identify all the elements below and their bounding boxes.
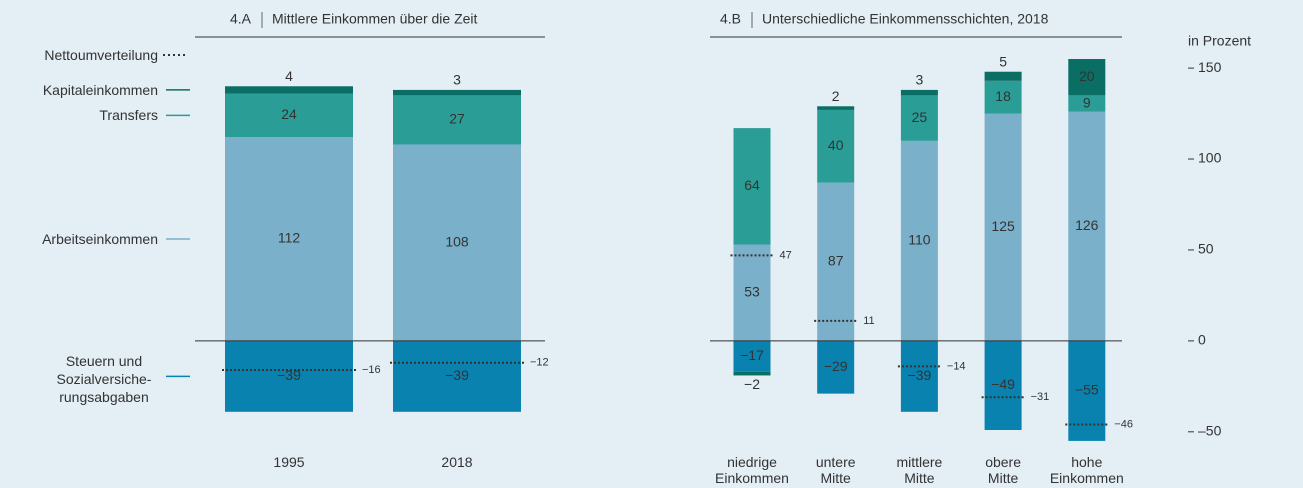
value-label: 112 [278, 230, 301, 246]
value-label: 110 [908, 232, 931, 248]
bar-segment [1068, 59, 1106, 96]
bar-segment [733, 128, 771, 245]
x-tick-label: untere Mitte [815, 454, 856, 486]
bar-segment [900, 340, 938, 412]
bar-segment [225, 93, 353, 138]
bar-segment [900, 95, 938, 141]
net-label: −14 [947, 360, 966, 372]
bar-segment [984, 340, 1022, 430]
bar-segment [817, 182, 855, 341]
value-label: 2 [832, 88, 840, 104]
net-label: 11 [863, 315, 874, 327]
bar-segment [817, 340, 855, 394]
value-label: −29 [824, 358, 848, 374]
net-label: −46 [1114, 418, 1133, 430]
legend-label: Transfers [99, 107, 158, 124]
panel-title: Mittlere Einkommen über die Zeit [272, 11, 478, 27]
value-label: −49 [991, 376, 1015, 392]
bar-segment [393, 144, 521, 341]
value-label: −39 [277, 367, 301, 383]
value-label: 40 [828, 137, 844, 153]
value-label: 27 [449, 111, 465, 127]
value-label: 87 [828, 252, 844, 268]
legend-label: Arbeitseinkommen [42, 231, 158, 248]
y-tick-label: 150 [1198, 59, 1222, 75]
value-label: 3 [453, 72, 461, 88]
bar-segment [817, 106, 855, 110]
value-label: −17 [740, 347, 764, 363]
value-label: 25 [912, 109, 928, 125]
bar-segment [984, 71, 1022, 81]
x-tick-label: hohe Einkommen [1049, 454, 1124, 486]
bar-segment [900, 89, 938, 96]
bar-segment [1068, 95, 1106, 112]
net-label: 47 [780, 249, 792, 261]
value-label: 3 [916, 72, 924, 88]
value-label: 126 [1075, 217, 1099, 233]
y-tick-label: 0 [1198, 332, 1206, 348]
panel-title: Unterschiedliche Einkommensschichten, 20… [762, 11, 1049, 27]
y-axis-label: in Prozent [1188, 33, 1251, 49]
bar-segment [984, 113, 1022, 341]
value-label: 24 [281, 106, 297, 122]
value-label: 9 [1083, 94, 1091, 110]
x-tick-label: 2018 [441, 454, 473, 470]
legend-label: Nettoumverteilung [44, 47, 158, 63]
y-tick-label: 50 [1198, 241, 1214, 257]
bar-segment [393, 89, 521, 96]
bar-segment [733, 244, 771, 341]
net-label: −31 [1031, 391, 1050, 403]
value-label: 20 [1079, 68, 1095, 84]
value-label: 125 [991, 218, 1015, 234]
value-label: 4 [285, 68, 293, 84]
panel-number: 4.A [230, 11, 252, 27]
x-tick-label: niedrige Einkommen [715, 454, 789, 486]
x-tick-label: obere Mitte [985, 454, 1021, 486]
bar-segment [984, 80, 1022, 114]
value-label: −2 [744, 376, 760, 392]
y-tick-label: 100 [1198, 150, 1222, 166]
x-tick-label: 1995 [273, 454, 305, 470]
value-label: 64 [744, 177, 760, 193]
value-label: −39 [908, 367, 932, 383]
value-label: 108 [445, 233, 469, 249]
legend-label: Steuern und Sozialversiche-rungsabgaben [56, 353, 152, 406]
y-tick-label: –50 [1198, 423, 1222, 439]
value-label: 5 [999, 53, 1007, 69]
legend-label: Kapitaleinkommen [42, 81, 158, 98]
value-label: −39 [445, 367, 469, 383]
bar-segment [733, 340, 771, 372]
value-label: −55 [1075, 382, 1099, 398]
bar-segment [817, 109, 855, 183]
net-label: −16 [362, 364, 381, 376]
value-label: 53 [744, 283, 760, 299]
bar-segment [225, 86, 353, 94]
panel-number: 4.B [720, 11, 741, 27]
bar-segment [900, 140, 938, 341]
x-tick-label: mittlere Mitte [896, 454, 943, 486]
value-label: 18 [995, 88, 1011, 104]
net-label: −12 [530, 357, 549, 369]
bar-segment [733, 371, 771, 376]
bar-segment [225, 137, 353, 341]
bar-segment [393, 340, 521, 412]
bar-segment [225, 340, 353, 412]
bar-segment [1068, 111, 1106, 341]
bar-segment [393, 95, 521, 145]
